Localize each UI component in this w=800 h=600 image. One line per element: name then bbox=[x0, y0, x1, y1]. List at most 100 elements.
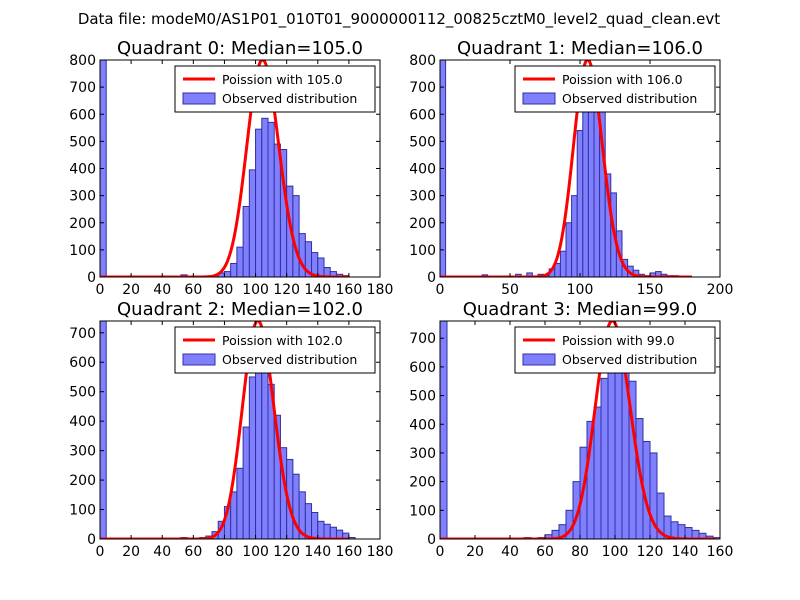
histogram-bar bbox=[261, 369, 269, 539]
histogram-bar bbox=[576, 130, 584, 277]
x-tick-label: 0 bbox=[96, 282, 105, 298]
x-tick-label: 160 bbox=[336, 282, 363, 298]
y-tick-label: 0 bbox=[87, 532, 96, 548]
legend-hist-label: Observed distribution bbox=[222, 91, 357, 106]
y-tick-label: 100 bbox=[409, 243, 436, 259]
histogram-bar bbox=[311, 511, 319, 539]
subplot-quadrant-1: 0 50 100 150 200 0 100 200 300 400 500 600 700 800 Qua… bbox=[409, 38, 733, 298]
legend-line-label: Poission with 99.0 bbox=[562, 333, 675, 348]
y-tick-label: 500 bbox=[409, 389, 436, 405]
x-tick-label: 120 bbox=[273, 544, 300, 560]
histogram-bar bbox=[593, 104, 601, 277]
histogram-bar bbox=[236, 467, 244, 539]
y-tick-label: 100 bbox=[409, 503, 436, 519]
y-tick-label: 400 bbox=[409, 162, 436, 178]
x-tick-label: 200 bbox=[707, 282, 734, 298]
x-tick-label: 150 bbox=[637, 282, 664, 298]
y-tick-label: 700 bbox=[409, 80, 436, 96]
histogram-bar bbox=[255, 367, 263, 539]
x-tick-label: 140 bbox=[672, 544, 699, 560]
x-tick-label: 60 bbox=[184, 282, 202, 298]
x-tick-label: 140 bbox=[304, 544, 331, 560]
histogram-bar bbox=[614, 366, 623, 539]
poisson-curve bbox=[100, 321, 350, 539]
x-tick-label: 120 bbox=[273, 282, 300, 298]
subplot-quadrant-2: 0 20 40 60 80 100 120 140 160 1800100200300400500… bbox=[69, 299, 393, 560]
y-tick-label: 500 bbox=[69, 134, 96, 150]
y-tick-label: 600 bbox=[69, 107, 96, 123]
y-tick-label: 700 bbox=[69, 326, 96, 342]
histogram-bar bbox=[230, 491, 238, 539]
x-tick-label: 80 bbox=[216, 282, 234, 298]
y-tick-label: 400 bbox=[409, 417, 436, 433]
y-tick-label: 300 bbox=[69, 189, 96, 205]
histogram-bar bbox=[230, 262, 238, 277]
y-tick-label: 200 bbox=[69, 216, 96, 232]
histogram-bar bbox=[684, 527, 693, 539]
histogram-bar bbox=[329, 526, 337, 539]
histogram-bar bbox=[323, 523, 331, 539]
histogram-bar bbox=[593, 406, 602, 539]
x-tick-label: 0 bbox=[436, 544, 445, 560]
x-tick-label: 100 bbox=[602, 544, 629, 560]
legend-hist-label: Observed distribution bbox=[222, 352, 357, 367]
histogram-bar bbox=[582, 94, 589, 277]
x-tick-label: 50 bbox=[501, 282, 519, 298]
subplot-title: Quadrant 0: Median=105.0 bbox=[117, 38, 363, 59]
x-tick-label: 180 bbox=[367, 282, 394, 298]
histogram-bar bbox=[304, 503, 313, 539]
histogram-bar bbox=[242, 426, 250, 539]
histogram-bar bbox=[248, 169, 257, 277]
y-tick-label: 300 bbox=[409, 189, 436, 205]
y-tick-label: 0 bbox=[427, 270, 436, 286]
x-tick-label: 20 bbox=[122, 544, 140, 560]
subplot-title: Quadrant 1: Median=106.0 bbox=[457, 38, 703, 59]
y-tick-label: 600 bbox=[409, 107, 436, 123]
histogram-bar bbox=[559, 250, 567, 277]
legend-hist-swatch bbox=[182, 353, 216, 366]
legend-line-label: Poission with 106.0 bbox=[562, 72, 683, 87]
histogram-bar bbox=[600, 377, 609, 539]
x-tick-label: 60 bbox=[184, 544, 202, 560]
y-tick-label: 600 bbox=[69, 355, 96, 371]
histogram-bar bbox=[273, 143, 281, 277]
histogram-bar bbox=[607, 362, 616, 539]
y-tick-label: 0 bbox=[87, 270, 96, 286]
legend-hist-swatch bbox=[522, 353, 556, 366]
x-tick-label: 180 bbox=[367, 544, 394, 560]
y-tick-label: 200 bbox=[409, 475, 436, 491]
legend-hist-label: Observed distribution bbox=[562, 91, 697, 106]
subplot-quadrant-0: 0 20 40 60 80 100 120 140 160 1800100200300400500… bbox=[69, 38, 393, 298]
y-tick-label: 300 bbox=[409, 446, 436, 462]
y-tick-label: 800 bbox=[409, 53, 436, 69]
legend-hist-label: Observed distribution bbox=[562, 352, 697, 367]
legend-line-label: Poission with 105.0 bbox=[222, 72, 343, 87]
poisson-curve bbox=[440, 321, 718, 539]
y-tick-label: 400 bbox=[69, 414, 96, 430]
y-tick-label: 700 bbox=[409, 331, 436, 347]
histogram-bar bbox=[571, 195, 578, 277]
x-tick-label: 80 bbox=[216, 544, 234, 560]
x-tick-label: 120 bbox=[637, 544, 664, 560]
y-tick-label: 100 bbox=[69, 243, 96, 259]
x-tick-label: 40 bbox=[153, 282, 171, 298]
histogram-bar bbox=[223, 271, 232, 277]
x-tick-label: 20 bbox=[122, 282, 140, 298]
subplot-quadrant-3: 0 20 40 60 80 100 120 140 160 0 100 200 300 400 500 600… bbox=[409, 299, 733, 560]
y-tick-label: 700 bbox=[69, 80, 96, 96]
histogram-bar bbox=[100, 321, 107, 539]
x-tick-label: 40 bbox=[501, 544, 519, 560]
y-tick-label: 500 bbox=[69, 385, 96, 401]
x-tick-label: 100 bbox=[242, 544, 269, 560]
histogram-bars bbox=[440, 321, 720, 539]
histogram-bar bbox=[267, 121, 275, 277]
subplot-title: Quadrant 2: Median=102.0 bbox=[117, 299, 363, 320]
legend-hist-swatch bbox=[522, 92, 556, 105]
y-tick-label: 800 bbox=[69, 53, 96, 69]
x-tick-label: 40 bbox=[153, 544, 171, 560]
x-tick-label: 0 bbox=[436, 282, 445, 298]
subplot-title: Quadrant 3: Median=99.0 bbox=[463, 299, 698, 320]
y-tick-label: 600 bbox=[409, 360, 436, 376]
axes-frame bbox=[99, 320, 381, 540]
